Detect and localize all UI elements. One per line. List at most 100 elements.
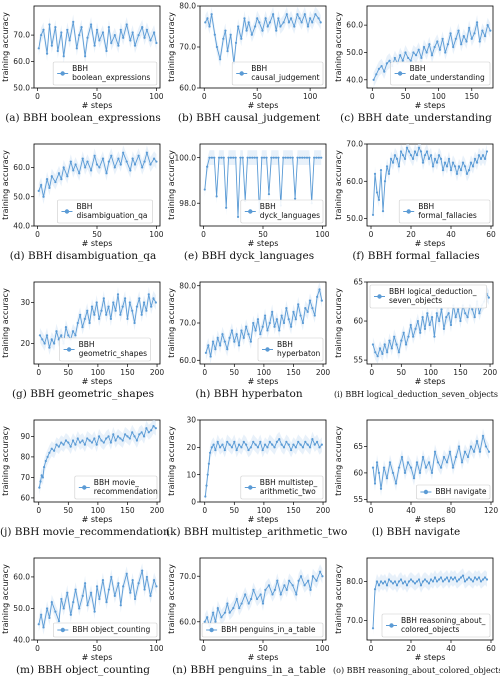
data-point [266,329,269,332]
data-point [110,154,113,157]
data-point [247,333,250,336]
data-point [401,59,404,62]
data-point [37,47,40,50]
x-tick-label: 120 [484,506,499,515]
data-point [217,156,221,159]
data-point [74,334,77,337]
data-point [101,578,105,582]
data-point [210,13,213,16]
data-point [125,160,128,163]
data-point [421,161,425,164]
legend-swatch-marker [239,71,244,76]
data-point [256,17,259,20]
data-point [88,439,91,442]
data-point [93,437,96,440]
data-point [470,37,473,40]
chart-svg: 98.0 100.0 0 50 100 # steps training accuracy B… [167,143,330,248]
data-point [54,610,57,613]
legend-swatch-marker [265,347,270,352]
plot-area [371,428,491,497]
data-point [280,314,283,317]
data-point [145,28,149,31]
data-point [415,154,419,157]
data-point [451,578,455,581]
data-point [464,312,467,315]
data-point [307,579,310,582]
data-point [425,580,429,583]
data-point [457,578,461,581]
data-point [266,446,269,449]
data-point [114,309,117,312]
data-point [433,45,436,49]
y-tick-label: 60.0 [346,21,363,30]
data-point [279,25,282,28]
data-point [393,154,397,157]
data-point [263,443,267,446]
data-point [48,451,51,454]
variance-band [38,145,157,205]
data-point [107,588,110,591]
data-point [395,157,399,161]
data-point [232,607,235,610]
data-point [481,154,485,157]
data-point [66,591,69,594]
x-tick-label: 0 [370,92,375,101]
data-point [383,70,386,73]
x-tick-label: 80 [446,506,456,515]
data-point [93,313,96,316]
chart-panel: 55 60 65 0 50 100 150 200 # steps training accura… [333,276,499,414]
data-point [38,334,42,337]
data-point [459,319,462,323]
data-point [62,166,65,169]
chart-panel: 40.0 50.0 60.0 0 50 100 150 # steps training acc… [333,0,499,138]
data-point [296,13,299,16]
plot-frame [366,557,494,641]
data-point [273,588,276,591]
data-point [388,461,392,464]
data-point [445,576,449,579]
data-point [133,321,136,325]
data-point [140,313,143,316]
data-point [113,33,116,37]
data-point [409,323,412,327]
data-point [371,343,375,346]
data-point [237,25,240,28]
data-point [427,461,431,464]
data-point [152,157,156,160]
data-point [443,578,447,581]
x-tick-label: 100 [257,506,272,515]
data-point [226,50,229,53]
data-point [133,44,137,47]
legend-swatch-marker [248,209,253,214]
data-point [210,446,213,449]
data-point [208,25,211,28]
legend-label: boolean_expressions [72,73,150,82]
subfigure-caption: (f) BBH formal_fallacies [352,250,480,262]
legend-swatch-marker [60,627,65,633]
plot-frame [199,419,327,503]
variance-band [373,568,487,636]
data-point [113,594,116,597]
plot-area [204,282,323,364]
data-point [273,325,276,328]
data-point [241,156,244,159]
data-point [208,451,212,454]
data-point [320,443,323,446]
data-point [253,156,256,159]
data-point [285,588,288,591]
data-point [415,580,419,583]
data-point [433,335,436,338]
data-point [463,580,467,583]
data-point [287,318,290,321]
data-point [249,446,252,449]
y-tick-label: 60.0 [13,163,30,172]
data-point [57,172,61,175]
data-point [473,32,476,35]
data-point [216,336,219,340]
data-point [400,455,404,459]
y-tick-label: 70.0 [179,43,196,52]
data-point [315,156,318,159]
data-point [98,597,101,601]
